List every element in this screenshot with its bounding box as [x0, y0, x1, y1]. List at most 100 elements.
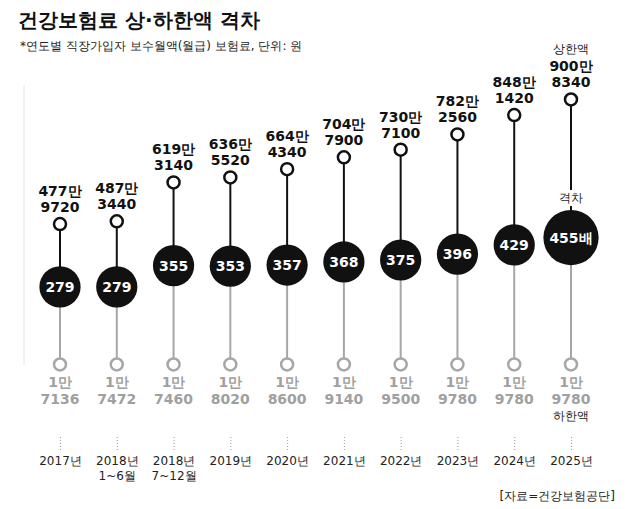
x-tick: 2023년 — [437, 436, 480, 468]
upper-label: 782만2560 — [436, 93, 479, 125]
series-name: 상한액 — [553, 42, 589, 56]
x-tick-line — [457, 436, 458, 450]
source: [자료=건강보험공단] — [500, 489, 615, 503]
upper-label: 664만4340 — [265, 128, 308, 160]
lower-label: 1만7460 — [154, 374, 193, 407]
upper-dot — [54, 218, 66, 230]
x-tick-line — [401, 436, 402, 450]
lower-dot — [451, 358, 463, 370]
x-tick-line — [344, 436, 345, 450]
x-tick: 2019년 — [210, 436, 253, 468]
x-tick-label: 2017년 — [39, 454, 82, 468]
upper-dot — [111, 215, 123, 227]
ratio-dot — [266, 244, 307, 285]
ratio-label: 455배 — [549, 230, 592, 246]
ratio-dot — [39, 266, 80, 307]
upper-dot — [395, 144, 407, 156]
ratio-dot — [437, 234, 478, 275]
upper-label: 477만9720 — [38, 183, 81, 215]
ratio-label: 357 — [272, 257, 301, 273]
lower-label: 1만9140 — [324, 374, 363, 407]
lower-dot — [395, 358, 407, 370]
lower-label: 1만7472 — [97, 374, 136, 407]
x-tick: 2025년 — [550, 436, 593, 468]
upper-dot — [508, 109, 520, 121]
upper-label: 704만7900 — [322, 116, 365, 148]
labels: 477만9720 1만7136 279 487만3440 1만7472 279 619만31… — [38, 42, 592, 423]
x-tick: 2018년7~12월 — [152, 436, 197, 483]
label-patch — [557, 190, 585, 206]
x-tick-label: 2020년 — [266, 454, 309, 468]
title: 건강보험료 상·하한액 격차 — [18, 8, 260, 32]
x-tick-label: 2021년 — [323, 454, 366, 468]
lower-label: 1만8020 — [211, 374, 250, 407]
ratio-label: 279 — [45, 279, 74, 295]
x-tick-label: 2018년7~12월 — [152, 454, 197, 484]
x-tick-line — [60, 436, 61, 450]
ratio-dot — [96, 266, 137, 307]
series-name: 격차 — [559, 191, 583, 205]
x-tick-line — [514, 436, 515, 450]
upper-dot — [168, 176, 180, 188]
ratio-dot — [543, 210, 598, 265]
lower-dot — [338, 358, 350, 370]
upper-dot — [224, 171, 236, 183]
lower-dot — [54, 358, 66, 370]
upper-label: 636만5520 — [209, 136, 252, 168]
ratio-label: 355 — [159, 258, 188, 274]
lower-dot — [111, 358, 123, 370]
x-axis: 2017년 2018년1~6월 2018년7~12월 2019년 2020년 2021년 2… — [39, 436, 593, 483]
x-tick-label: 2018년1~6월 — [96, 454, 139, 484]
lower-label: 1만9780 — [552, 374, 591, 407]
x-tick-label: 2019년 — [210, 454, 253, 468]
x-tick-line — [230, 436, 231, 450]
x-tick-label: 2025년 — [550, 454, 593, 468]
chart: 건강보험료 상·하한액 격차 *연도별 직장가입자 보수월액(월급) 보험료, 단… — [0, 0, 627, 509]
lower-label: 1만9500 — [381, 374, 420, 407]
lower-dot — [281, 358, 293, 370]
x-tick-line — [174, 436, 175, 450]
x-tick: 2024년 — [493, 436, 536, 468]
x-tick-line — [571, 436, 572, 450]
ratio-label: 396 — [443, 246, 472, 262]
lower-dot — [224, 358, 236, 370]
x-tick: 2018년1~6월 — [96, 436, 139, 483]
ratio-label: 279 — [102, 279, 131, 295]
ratio-dot — [153, 245, 194, 286]
lower-label: 1만9780 — [438, 374, 477, 407]
x-tick-label: 2023년 — [437, 454, 480, 468]
series-name: 하한액 — [553, 409, 589, 423]
upper-label: 487만3440 — [95, 180, 138, 212]
upper-label: 900만8340 — [549, 58, 592, 90]
ratio-label: 375 — [386, 252, 415, 268]
ratio-dot — [210, 246, 251, 287]
upper-dot — [338, 151, 350, 163]
lower-label: 1만8600 — [268, 374, 307, 407]
upper-label: 848만1420 — [493, 74, 536, 106]
upper-label: 619만3140 — [152, 141, 195, 173]
upper-label: 730만7100 — [379, 109, 422, 141]
x-tick-line — [117, 436, 118, 450]
x-tick-label: 2022년 — [380, 454, 423, 468]
x-tick: 2022년 — [380, 436, 423, 468]
ratio-dot — [494, 224, 535, 265]
x-tick: 2021년 — [323, 436, 366, 468]
ratio-dot — [323, 241, 364, 282]
upper-dot — [451, 128, 463, 140]
y-axis-line — [24, 85, 25, 365]
subtitle: *연도별 직장가입자 보수월액(월급) 보험료, 단위: 원 — [20, 39, 302, 53]
marks — [39, 93, 598, 370]
upper-dot — [281, 163, 293, 175]
ratio-dot — [380, 239, 421, 280]
lower-label: 1만9780 — [495, 374, 534, 407]
x-tick-line — [287, 436, 288, 450]
ratio-label: 353 — [216, 258, 245, 274]
lower-label: 1만7136 — [41, 374, 80, 407]
x-tick: 2017년 — [39, 436, 82, 468]
lower-dot — [565, 358, 577, 370]
x-tick: 2020년 — [266, 436, 309, 468]
ratio-label: 368 — [329, 254, 358, 270]
lower-dot — [508, 358, 520, 370]
lower-dot — [168, 358, 180, 370]
ratio-label: 429 — [500, 237, 529, 253]
